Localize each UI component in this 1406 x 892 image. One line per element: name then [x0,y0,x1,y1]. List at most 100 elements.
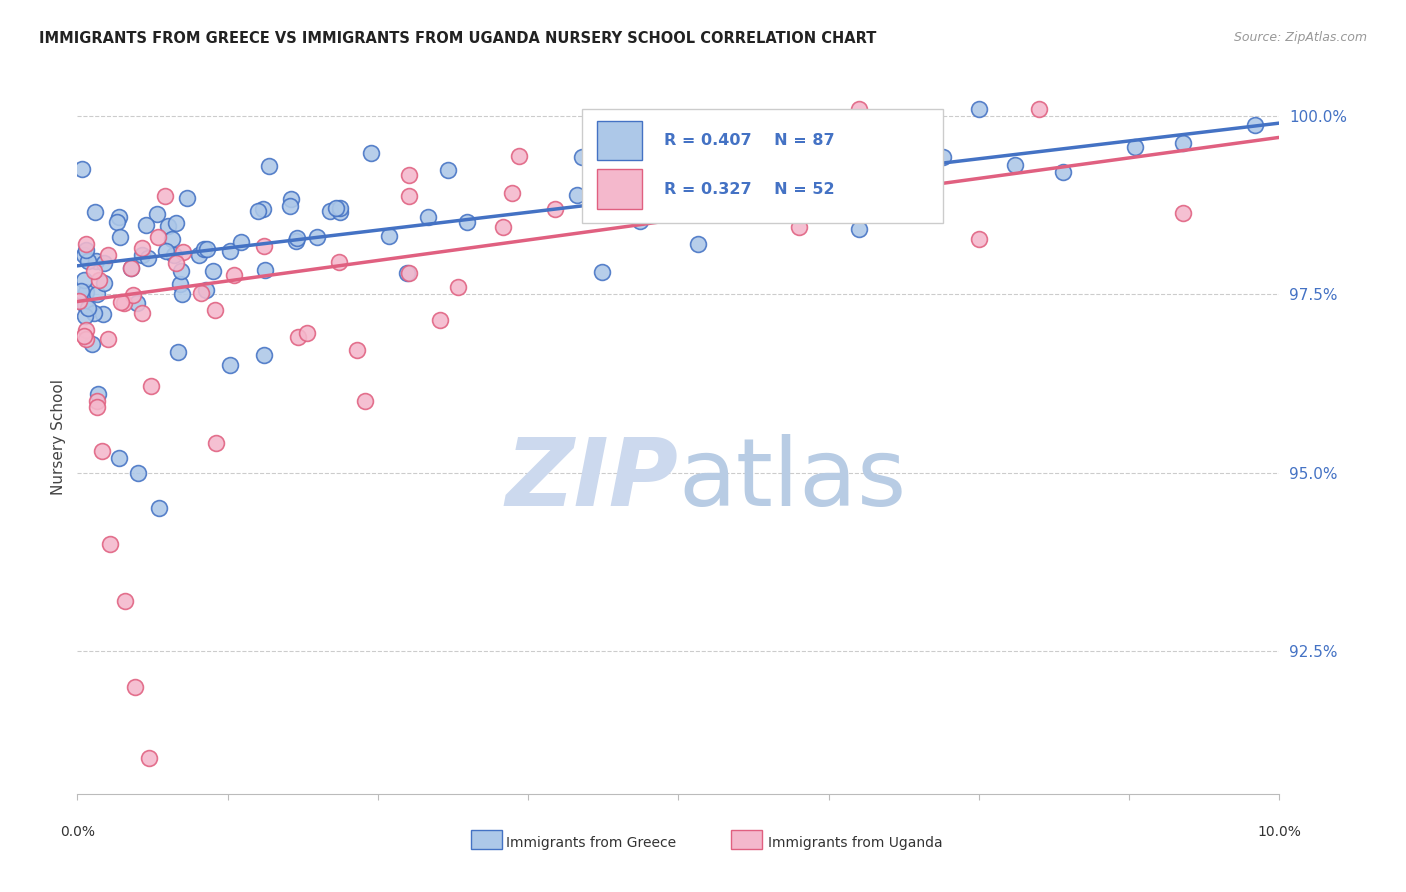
Point [318,204,340,219]
Bar [596,121,643,161]
Point [75,309,97,323]
Point [70,162,93,177]
Point [108,451,131,466]
Point [131,306,153,320]
Point [82,337,104,351]
Point [136,252,159,266]
Point [135,218,157,232]
Point [193,242,215,256]
Point [967,102,990,116]
Point [165,256,187,270]
Point [378,228,401,243]
Point [501,186,523,201]
Point [83,306,105,320]
Point [76,332,98,346]
Point [354,394,377,409]
Bar [596,169,643,209]
Point [571,150,593,164]
Point [93,256,115,270]
Point [75,236,97,251]
Point [86,401,108,415]
Point [127,466,149,480]
Point [97,332,120,346]
Point [70,284,93,298]
Point [169,277,191,292]
Point [252,202,274,216]
Point [121,288,143,302]
Point [145,206,167,220]
Point [120,260,142,275]
Point [395,266,418,280]
Point [148,230,170,244]
Point [447,280,470,294]
Point [398,266,420,280]
Point [172,245,194,260]
Point [69,294,91,309]
Point [86,287,108,301]
Point [84,253,107,268]
Point [98,537,121,551]
Point [492,219,515,234]
Point [848,222,870,236]
Point [253,348,276,362]
Point [124,680,146,694]
Point [131,248,153,262]
Point [91,307,114,321]
Text: R = 0.407    N = 87: R = 0.407 N = 87 [664,133,835,148]
Point [1123,139,1146,153]
Point [155,244,177,258]
Point [567,187,589,202]
Text: 10.0%: 10.0% [1257,825,1302,839]
Point [170,264,193,278]
Point [1173,136,1195,150]
Point [73,273,96,287]
Point [280,193,302,207]
Point [1004,158,1026,172]
Point [131,242,153,256]
Point [253,239,276,253]
Point [157,219,180,233]
Point [328,255,350,269]
Point [90,444,112,458]
Point [329,202,352,216]
Point [508,149,530,163]
Point [254,263,277,277]
Point [72,328,94,343]
Point [195,243,218,257]
Point [967,232,990,246]
Point [398,189,420,203]
Text: Immigrants from Uganda: Immigrants from Uganda [768,836,942,850]
Point [73,297,96,311]
Point [167,344,190,359]
Point [165,216,187,230]
Point [285,234,308,248]
Point [72,248,94,262]
Point [628,214,651,228]
Point [76,254,98,268]
Point [163,248,186,262]
Point [138,751,160,765]
Point [202,264,225,278]
Point [416,210,439,224]
Point [75,243,97,257]
Point [108,230,131,244]
Point [89,273,111,287]
Point [148,501,170,516]
Point [110,294,132,309]
Text: R = 0.327    N = 52: R = 0.327 N = 52 [664,182,835,196]
Point [125,296,148,310]
Point [112,296,135,310]
Point [787,141,810,155]
Point [360,146,382,161]
Point [1173,206,1195,220]
Point [204,303,226,318]
Text: Source: ZipAtlas.com: Source: ZipAtlas.com [1233,31,1367,45]
Point [205,436,228,450]
Point [437,163,460,178]
Point [190,286,212,301]
Text: Immigrants from Greece: Immigrants from Greece [506,836,676,850]
Point [93,276,115,290]
Point [83,205,105,219]
Point [218,244,240,259]
Point [86,394,108,409]
